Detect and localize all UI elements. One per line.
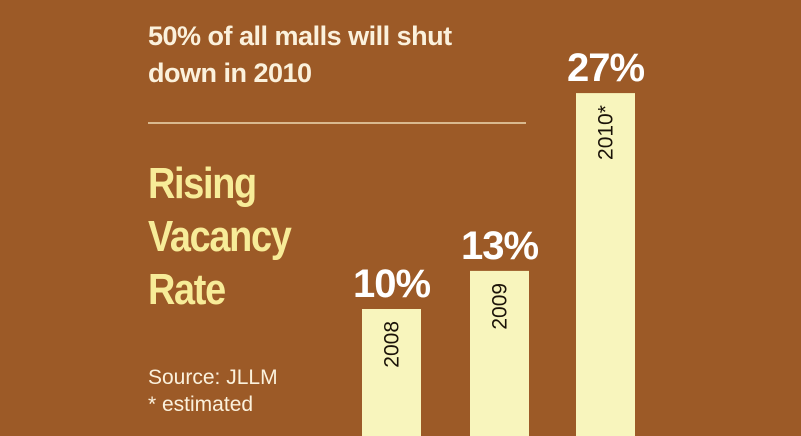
- divider: [148, 122, 526, 124]
- bar-2008: [362, 309, 421, 436]
- value-label: 13%: [461, 224, 538, 268]
- category-label: 2009: [489, 283, 512, 330]
- estimated-note: * estimated: [148, 393, 254, 416]
- category-label: 2008: [381, 321, 404, 368]
- source-note: Source: JLLM: [148, 366, 278, 389]
- chart-title: Rising Vacancy Rate: [148, 157, 320, 316]
- value-label: 27%: [567, 46, 644, 90]
- category-label: 2010*: [595, 105, 618, 160]
- headline: 50% of all malls will shut down in 2010: [148, 21, 452, 88]
- title-line-rate: Rate: [148, 265, 226, 314]
- title-line-vacancy: Vacancy: [148, 212, 292, 261]
- bar-2009: [470, 270, 529, 436]
- bar-2010: [576, 93, 635, 436]
- title-line-rising: Rising: [148, 159, 257, 208]
- value-label: 10%: [353, 262, 430, 306]
